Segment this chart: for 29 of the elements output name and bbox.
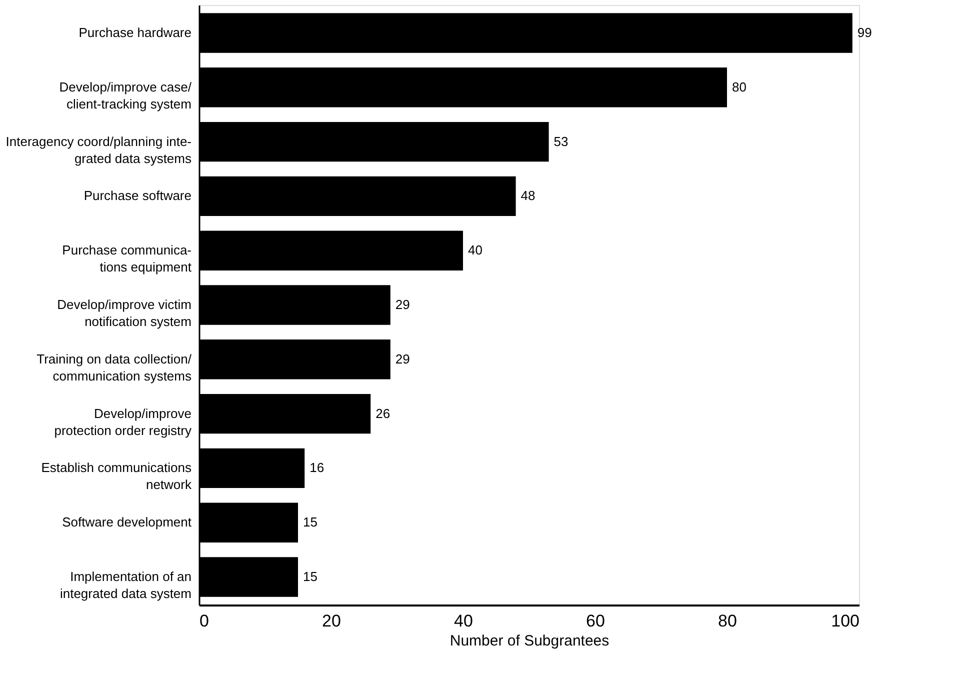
y-tick-label: Software development bbox=[62, 514, 192, 530]
data-label: 53 bbox=[554, 134, 568, 149]
y-tick-label: Establish communications network bbox=[41, 460, 192, 492]
x-tick-label: 100 bbox=[831, 612, 860, 630]
data-label: 15 bbox=[303, 568, 318, 584]
y-tick-label: Develop/improve case/ client-tracking system bbox=[59, 79, 192, 112]
x-axis-title: Number of Subgrantees bbox=[450, 632, 610, 650]
data-label: 29 bbox=[395, 351, 410, 366]
data-label: 48 bbox=[520, 188, 536, 204]
y-tick-label: Develop/improve protection order registry bbox=[54, 406, 192, 438]
x-tick-label: 60 bbox=[586, 612, 605, 630]
data-label: 16 bbox=[310, 460, 324, 476]
y-tick-label: Purchase software bbox=[84, 188, 192, 204]
data-label: 40 bbox=[468, 242, 482, 258]
x-tick-label: 40 bbox=[454, 612, 473, 630]
y-tick-label: Implementation of an integrated data system bbox=[60, 568, 192, 601]
data-label: 99 bbox=[857, 25, 872, 40]
y-tick-label: Purchase communica- tions equipment bbox=[62, 242, 192, 275]
data-label: 29 bbox=[395, 297, 410, 312]
data-label: 26 bbox=[376, 406, 390, 421]
y-tick-label: Training on data collection/ communication systems bbox=[36, 351, 192, 384]
x-tick-label: 0 bbox=[200, 612, 209, 630]
y-tick-label: Purchase hardware bbox=[78, 25, 192, 40]
x-tick-label: 80 bbox=[718, 612, 737, 630]
x-tick-label: 20 bbox=[322, 612, 341, 630]
data-label: 15 bbox=[303, 514, 318, 530]
data-label: 80 bbox=[732, 79, 746, 94]
y-tick-label: Develop/improve victim notification system bbox=[57, 297, 192, 329]
y-tick-label: Interagency coord/planning inte- grated data systems bbox=[6, 134, 192, 166]
